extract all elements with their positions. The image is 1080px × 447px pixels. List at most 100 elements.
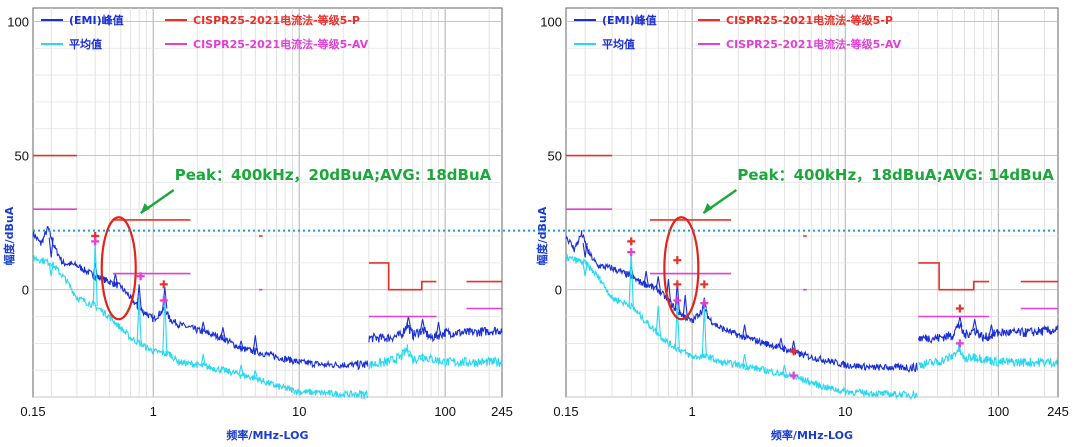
trace-spike: [200, 321, 206, 332]
legend-label: 平均值: [69, 37, 102, 51]
y-tick-label: 100: [540, 14, 562, 29]
marker-cross: [789, 347, 798, 356]
trace-spike: [582, 262, 588, 277]
y-tick-label: 100: [7, 14, 29, 29]
trace-spike: [682, 295, 688, 317]
y-tick-label: 50: [548, 149, 562, 164]
limit-segment: [368, 262, 437, 291]
trace-line: [32, 254, 503, 400]
trace-spike: [238, 364, 244, 375]
markers: [91, 232, 168, 305]
legend-label: (EMI)峰值: [69, 13, 124, 27]
trace-spike: [162, 295, 168, 354]
marker-cross: [700, 280, 709, 289]
trace-spike: [406, 350, 411, 352]
series-2: [566, 154, 1058, 291]
trace-spike: [988, 324, 994, 336]
series-0: [565, 230, 1059, 374]
series-2: [33, 154, 502, 291]
trace-spike: [420, 353, 426, 358]
trace-spike: [48, 237, 54, 258]
marker-cross: [159, 280, 168, 289]
x-tick-label: 245: [1047, 404, 1069, 419]
legend-label: (EMI)峰值: [602, 13, 657, 27]
annotation-arrow-head: [703, 203, 713, 213]
marker-cross: [136, 272, 145, 281]
marker-cross: [673, 296, 682, 305]
trace-line: [565, 254, 1059, 401]
trace-spike: [972, 319, 978, 331]
trace-spike: [136, 297, 142, 344]
trace-spike: [252, 370, 258, 379]
trace-spike: [655, 305, 661, 334]
legend-label: CISPR25-2021电流法-等级5-P: [193, 13, 360, 27]
marker-cross: [627, 237, 636, 246]
marker-cross: [789, 371, 798, 380]
marker-cross: [627, 248, 636, 257]
annotation-text: Peak：400kHz，18dBuA;AVG: 14dBuA: [737, 166, 1054, 184]
trace-spike: [778, 337, 784, 348]
highlight-ellipse: [663, 216, 700, 321]
trace-spike: [435, 321, 442, 336]
annotation-arrow-head: [140, 203, 150, 213]
legend-label: CISPR25-2021电流法-等级5-P: [726, 13, 893, 27]
annotation-text: Peak：400kHz，20dBuA;AVG: 18dBuA: [175, 166, 492, 184]
x-tick-label: 100: [988, 404, 1010, 419]
trace-spike: [742, 354, 748, 367]
x-tick-label: 0.15: [553, 404, 578, 419]
trace-line: [32, 225, 503, 371]
plot-frame: [32, 7, 503, 398]
trace-spike: [220, 327, 226, 339]
x-tick-label: 0.15: [20, 404, 45, 419]
trace-spike: [742, 324, 748, 338]
trace-spike: [238, 340, 244, 349]
highlight-ellipse: [100, 216, 137, 321]
marker-cross: [159, 296, 168, 305]
trace-line: [565, 230, 1059, 374]
y-tick-label: 0: [22, 283, 29, 298]
chart-right: 100 50 0 0.15 1 10 100 245 频率/MHz-LOG 幅度/dBuA (EMI…: [535, 7, 1069, 442]
marker-cross: [955, 339, 964, 348]
trace-spike: [655, 276, 661, 290]
trace-spike: [972, 353, 978, 358]
trace-spike: [252, 335, 258, 352]
trace-spike: [200, 354, 206, 367]
trace-spike: [420, 319, 426, 331]
marker-cross: [955, 304, 964, 313]
trace-spike: [791, 340, 797, 353]
limit-segment: [918, 262, 990, 291]
y-tick-label: 0: [555, 283, 562, 298]
x-tick-label: 1: [150, 404, 157, 419]
trace-spike: [582, 242, 588, 258]
grid-vertical: [584, 8, 1045, 397]
y-tick-label: 50: [15, 149, 29, 164]
x-axis-label: 频率/MHz-LOG: [226, 428, 308, 442]
trace-spike: [701, 297, 707, 309]
legend-label: 平均值: [602, 37, 635, 51]
x-tick-label: 245: [491, 404, 513, 419]
trace-spike: [48, 262, 54, 277]
legend-label: CISPR25-2021电流法-等级5-AV: [726, 37, 902, 51]
legend-label: CISPR25-2021电流法-等级5-AV: [193, 37, 369, 51]
marker-cross: [673, 280, 682, 289]
marker-cross: [673, 256, 682, 265]
x-tick-label: 1: [689, 404, 696, 419]
y-axis-label: 幅度/dBuA: [535, 206, 549, 265]
y-axis-label: 幅度/dBuA: [2, 206, 16, 265]
marker-cross: [700, 299, 709, 308]
x-tick-label: 10: [292, 404, 306, 419]
trace-spike: [136, 284, 142, 309]
x-tick-label: 10: [838, 404, 852, 419]
chart-left: 100 50 0 0.15 1 10 100 245 频率/MHz-LOG 幅度/dBuA (EMI…: [2, 7, 513, 442]
x-axis-label: 频率/MHz-LOG: [771, 428, 853, 442]
x-tick-label: 100: [434, 404, 456, 419]
markers: [627, 237, 964, 380]
trace-spike: [781, 364, 787, 375]
marker-cross: [91, 237, 100, 246]
trace-spike: [957, 350, 963, 352]
series-3: [33, 208, 502, 318]
grid-horizontal: [33, 21, 502, 398]
